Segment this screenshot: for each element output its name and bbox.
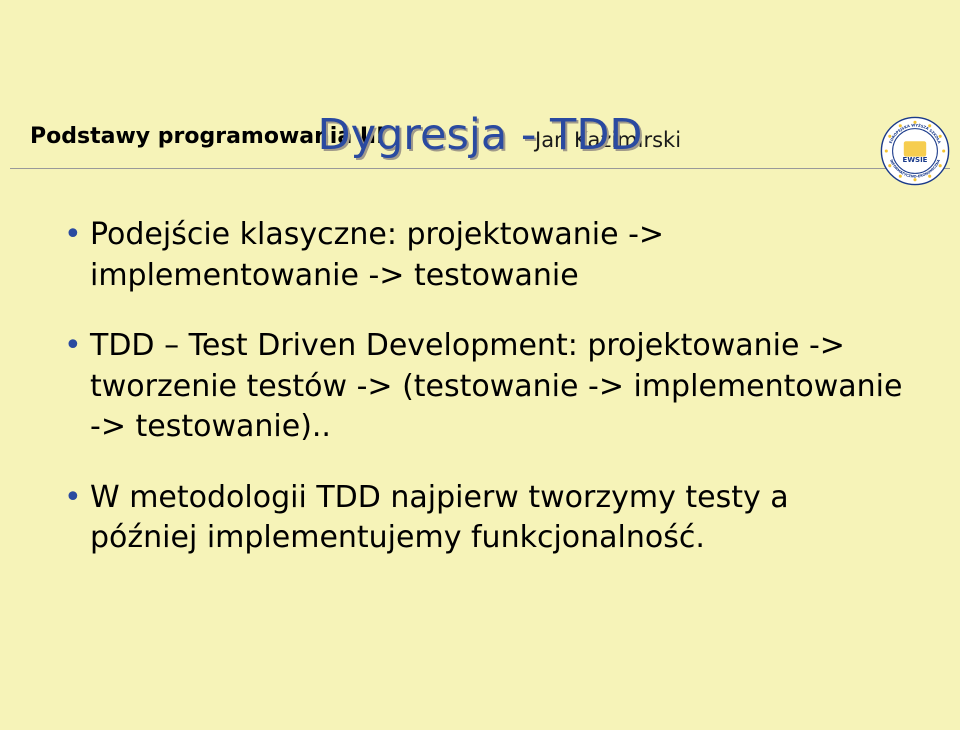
slide-content: Podejście klasyczne: projektowanie -> im… [60,215,905,559]
bullet-list: Podejście klasyczne: projektowanie -> im… [60,215,905,559]
bullet-text: TDD – Test Driven Development: projektow… [90,328,902,444]
logo-center-text: EWSIE [903,156,928,164]
bullet-text: W metodologii TDD najpierw tworzymy test… [90,480,789,556]
list-item: W metodologii TDD najpierw tworzymy test… [60,478,905,559]
ewsie-logo: EWSIE EUROPEJSKA WYŻSZA SZKOŁA INFORMATY… [880,116,950,186]
slide-title: Dygresja - TDD [317,110,642,160]
list-item: TDD – Test Driven Development: projektow… [60,326,905,448]
header-divider [10,168,950,169]
list-item: Podejście klasyczne: projektowanie -> im… [60,215,905,296]
bullet-text: Podejście klasyczne: projektowanie -> im… [90,217,664,293]
